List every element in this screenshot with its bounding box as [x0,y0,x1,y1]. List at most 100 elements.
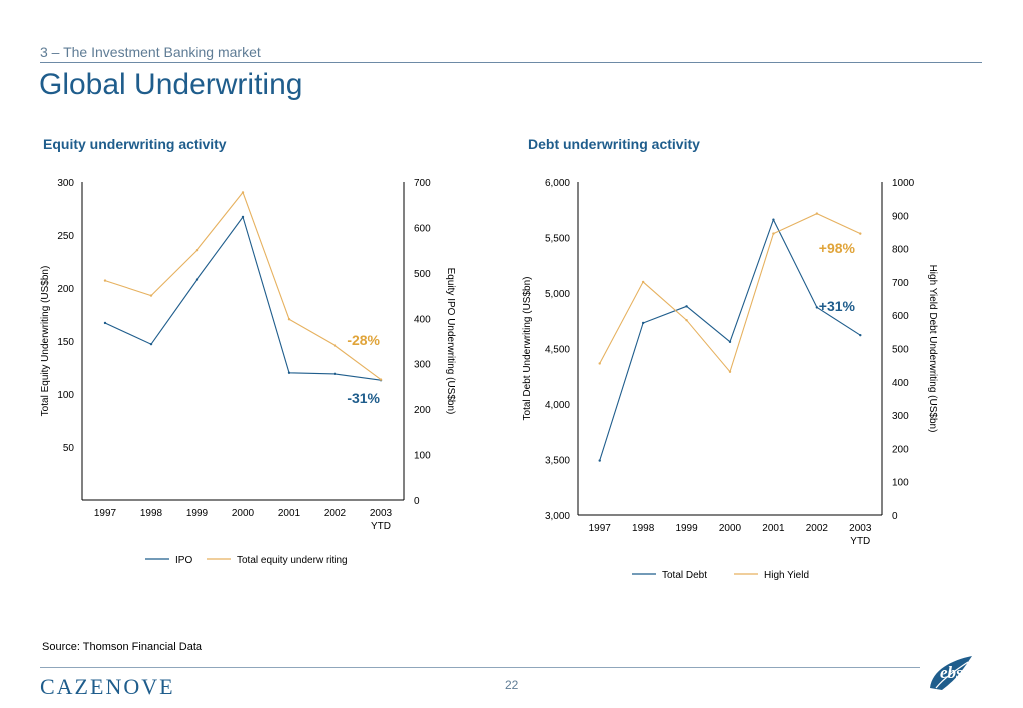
change-annotation: -31% [347,390,380,406]
y-tick-label: 150 [57,337,74,348]
y-axis-title: Total Equity Underwriting (US$bn) [40,266,51,417]
y-tick-label: 250 [57,231,74,242]
data-point [103,321,107,325]
y2-tick-label: 900 [892,211,909,222]
cazenove-logo: CAZENOVE [40,674,175,699]
data-point [103,279,107,282]
y-tick-label: 3,500 [545,456,570,467]
data-point [685,318,688,322]
data-point [287,371,291,374]
x-tick-label: 1998 [632,523,655,534]
data-point [728,340,732,344]
change-annotation: +31% [819,298,856,314]
y-tick-label: 5,500 [545,234,570,245]
x-tick-label: 2003 [370,508,393,519]
legend-label: High Yield [764,570,809,581]
data-point [859,232,862,235]
y-tick-label: 300 [57,178,74,189]
equity-underwriting-chart: 50 100 150 200 250 300 0 100 200 300 400 500 600 700 1… [40,178,456,566]
y2-tick-label: 100 [892,478,909,489]
y-tick-label: 3,000 [545,511,570,522]
y2-tick-label: 300 [414,360,431,371]
data-point [195,278,199,281]
data-point [815,306,819,309]
y2-tick-label: 100 [414,451,431,462]
change-annotation: +98% [819,240,856,256]
x-tick-label: 2001 [762,523,785,534]
y2-tick-label: 0 [414,496,420,507]
source-note: Source: Thomson Financial Data [42,641,202,653]
y2-tick-label: 200 [414,405,431,416]
data-point [149,342,153,346]
equity-chart-title: Equity underwriting activity [43,136,227,152]
x-tick-label: 2000 [232,508,255,519]
x-tick-label: YTD [850,536,870,547]
data-point [195,248,199,252]
debt-chart-title: Debt underwriting activity [528,136,700,152]
data-point [685,305,688,308]
y2-tick-label: 400 [892,378,909,389]
y2-tick-label: 400 [414,314,431,325]
data-point [728,370,732,374]
data-point [772,232,775,235]
y-tick-label: 4,500 [545,345,570,356]
legend-label: Total Debt [662,570,707,581]
y-tick-label: 6,000 [545,178,570,189]
section-label: 3 – The Investment Banking market [40,44,261,60]
data-point [333,372,337,376]
y-tick-label: 50 [63,443,75,454]
y2-tick-label: 300 [892,411,909,422]
x-tick-label: 1997 [94,508,117,519]
y2-tick-label: 600 [892,311,909,322]
y2-tick-label: 700 [892,278,909,289]
y2-tick-label: 200 [892,444,909,455]
data-point [598,362,601,365]
y2-axis-title: High Yield Debt Underwriting (US$bn) [927,265,938,433]
data-point [333,344,337,347]
x-tick-label: 2002 [806,523,829,534]
x-tick-label: 1999 [186,508,209,519]
ebs-logo: ebs [930,656,972,690]
data-point [241,215,245,219]
page-title: Global Underwriting [39,68,303,101]
data-point [815,212,819,215]
y2-tick-label: 0 [892,511,898,522]
x-tick-label: 2002 [324,508,347,519]
data-point [379,378,383,381]
x-tick-label: 2001 [278,508,301,519]
x-tick-label: 2000 [719,523,742,534]
data-point [287,317,291,321]
x-tick-label: YTD [371,521,391,532]
data-point [641,280,645,284]
header-divider [40,62,982,63]
page-number: 22 [505,678,519,692]
data-point [149,294,153,297]
series-line-1 [104,191,382,381]
y2-tick-label: 500 [892,345,909,356]
data-point [598,459,601,462]
y2-tick-label: 700 [414,178,431,189]
y2-tick-label: 500 [414,269,431,280]
series-line-0 [104,215,382,381]
debt-underwriting-chart: 3,000 3,500 4,000 4,500 5,000 5,500 6,000 0 100 2… [522,178,938,581]
series-line-1 [599,212,861,373]
legend-label: Total equity underw riting [237,555,348,566]
footer-divider [40,667,920,668]
y-axis-title: Total Debt Underwriting (US$bn) [522,277,533,421]
data-point [772,218,775,221]
x-tick-label: 2003 [849,523,872,534]
y2-axis-title: Equity IPO Underwriting (US$bn) [445,268,456,415]
data-point [859,333,862,337]
y-tick-label: 100 [57,390,74,401]
x-tick-label: 1999 [675,523,698,534]
y-tick-label: 4,000 [545,400,570,411]
x-tick-label: 1997 [589,523,612,534]
y2-tick-label: 1000 [892,178,915,189]
data-point [241,191,245,194]
change-annotation: -28% [347,332,380,348]
svg-text:ebs: ebs [940,663,963,682]
y2-tick-label: 600 [414,223,431,234]
legend-label: IPO [175,555,192,566]
y-tick-label: 5,000 [545,289,570,300]
data-point [641,321,645,325]
